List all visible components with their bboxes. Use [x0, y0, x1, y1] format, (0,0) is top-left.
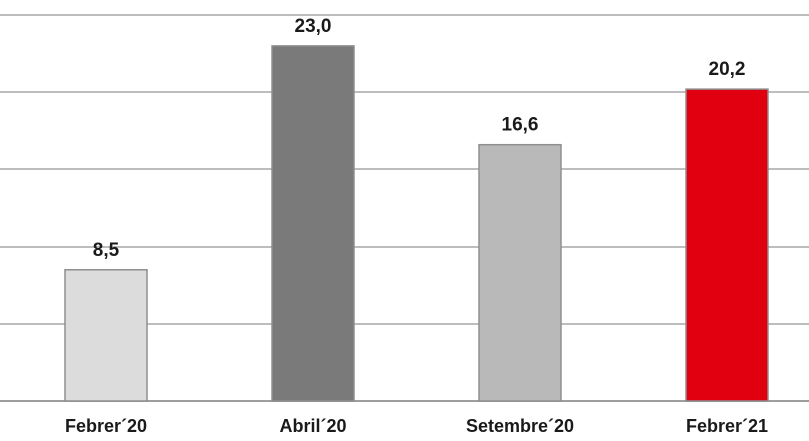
x-tick-label: Febrer´20 — [65, 416, 147, 436]
bars — [64, 45, 769, 402]
x-tick-label: Febrer´21 — [686, 416, 768, 436]
x-tick-label: Abril´20 — [279, 416, 346, 436]
value-labels: 8,5 23,0 16,6 20,2 — [93, 16, 746, 261]
data-label: 8,5 — [93, 240, 120, 261]
bar — [685, 88, 769, 402]
data-label: 23,0 — [295, 16, 332, 37]
data-label: 16,6 — [502, 115, 539, 136]
bar — [271, 45, 355, 402]
data-label: 20,2 — [709, 59, 746, 80]
category-labels: Febrer´20 Abril´20 Setembre´20 Febrer´21 — [65, 416, 768, 436]
x-tick-label: Setembre´20 — [466, 416, 574, 436]
bar — [64, 269, 148, 402]
bar — [478, 143, 562, 402]
